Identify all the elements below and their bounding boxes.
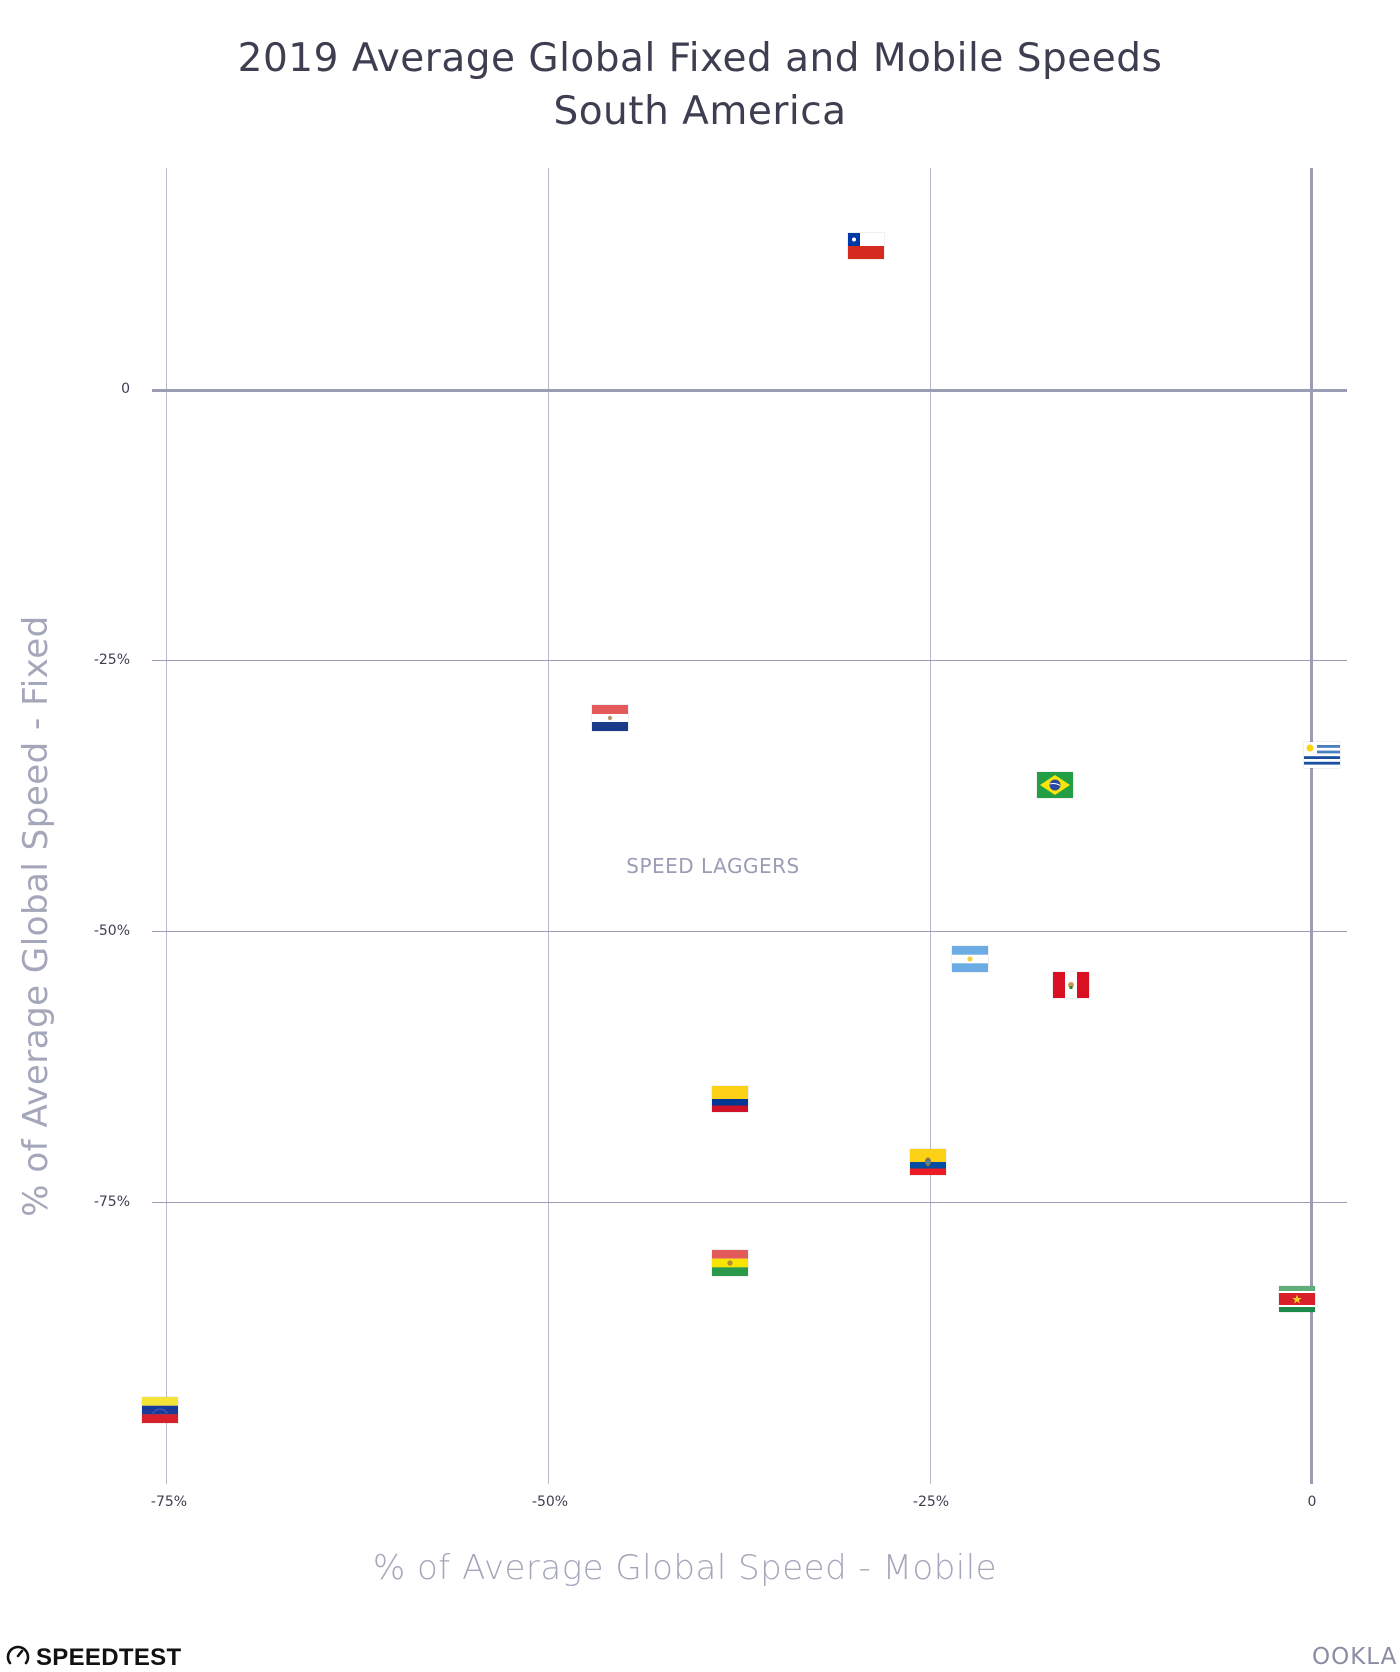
flag-venezuela-icon[interactable] (142, 1397, 178, 1423)
ookla-logo: OOKLA (1312, 1644, 1398, 1670)
flag-chile-icon[interactable] (848, 233, 884, 259)
chart-title: 2019 Average Global Fixed and Mobile Spe… (237, 36, 1163, 81)
flag-suriname-icon[interactable] (1279, 1286, 1315, 1312)
flag-uruguay-icon[interactable] (1304, 742, 1340, 768)
speedometer-icon (6, 1643, 30, 1672)
gridline-y-neg50 (152, 931, 1347, 932)
zero-line-vertical (1310, 168, 1313, 1484)
gridline-x-neg25 (930, 168, 931, 1484)
gridline-y-neg25 (152, 660, 1347, 661)
y-tick-label: -25% (93, 652, 130, 668)
x-tick-label: -75% (150, 1494, 188, 1510)
flag-ecuador-icon[interactable] (910, 1149, 946, 1175)
gridline-x-neg75 (166, 168, 167, 1484)
gridline-y-neg75 (152, 1202, 1347, 1203)
flag-bolivia-icon[interactable] (712, 1250, 748, 1276)
x-axis-label: % of Average Global Speed - Mobile (372, 1548, 998, 1588)
flag-paraguay-icon[interactable] (592, 705, 628, 731)
gridline-x-neg50 (548, 168, 549, 1484)
chart-subtitle: South America (553, 89, 847, 134)
y-tick-label: -50% (93, 923, 130, 939)
x-tick-label: -25% (912, 1494, 950, 1510)
flag-argentina-icon[interactable] (952, 946, 988, 972)
zero-line-horizontal (152, 389, 1347, 392)
speedtest-wordmark: SPEEDTEST (36, 1643, 182, 1671)
x-tick-label: -50% (531, 1494, 569, 1510)
y-tick-label: 0 (121, 381, 130, 397)
flag-colombia-icon[interactable] (712, 1086, 748, 1112)
x-tick-label: 0 (1307, 1494, 1317, 1510)
y-axis-label: % of Average Global Speed - Fixed (16, 615, 56, 1217)
flag-brazil-icon[interactable] (1037, 772, 1073, 798)
speed-laggers-annotation: SPEED LAGGERS (626, 854, 800, 878)
flag-peru-icon[interactable] (1053, 972, 1089, 998)
y-tick-label: -75% (93, 1194, 130, 1210)
speedtest-logo: SPEEDTEST (6, 1643, 181, 1672)
